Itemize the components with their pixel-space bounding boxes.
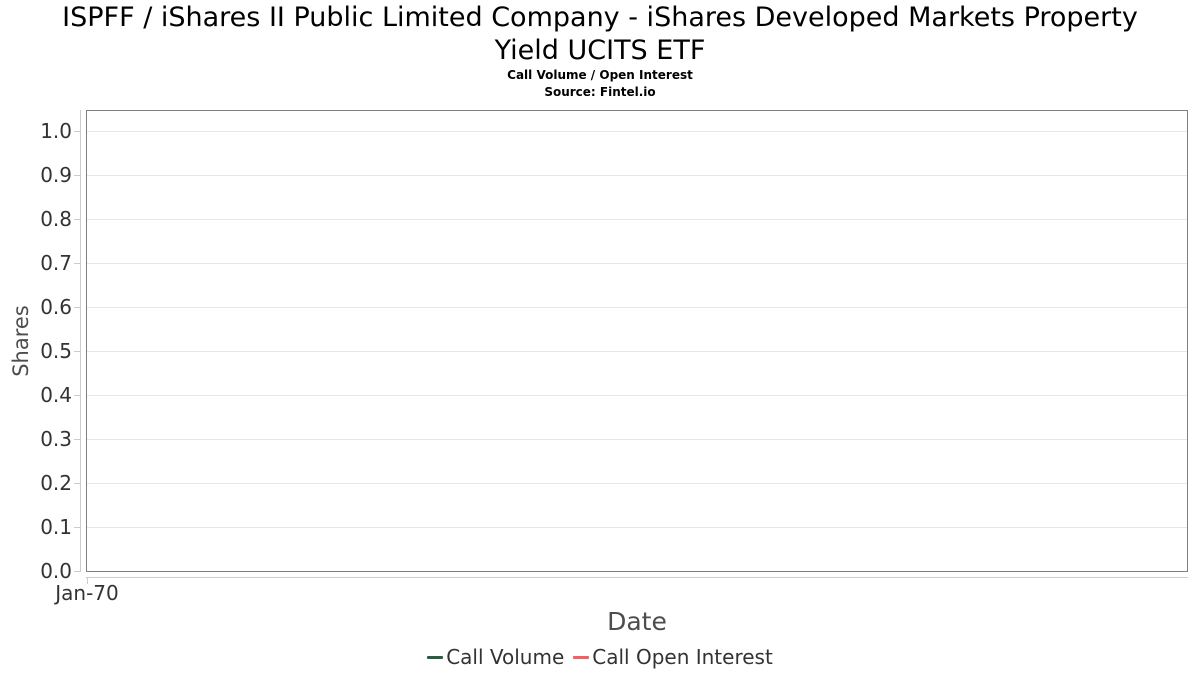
legend: Call Volume Call Open Interest xyxy=(0,645,1200,669)
y-tick-label: 0.8 xyxy=(40,207,72,231)
y-tick-label: 0.2 xyxy=(40,471,72,495)
chart-subtitle: Call Volume / Open Interest xyxy=(507,68,693,82)
y-tick xyxy=(74,527,80,528)
gridline xyxy=(87,351,1187,352)
y-axis-line xyxy=(80,110,81,572)
gridline xyxy=(87,395,1187,396)
legend-item-label: Call Open Interest xyxy=(592,645,773,669)
y-tick xyxy=(74,307,80,308)
chart-title: Yield UCITS ETF xyxy=(494,35,706,66)
gridline xyxy=(87,307,1187,308)
y-tick xyxy=(74,175,80,176)
y-tick-label: 0.6 xyxy=(40,295,72,319)
gridline xyxy=(87,175,1187,176)
gridline xyxy=(87,263,1187,264)
y-tick xyxy=(74,571,80,572)
y-tick xyxy=(74,263,80,264)
y-tick xyxy=(74,131,80,132)
gridline xyxy=(87,527,1187,528)
legend-item-call-open-interest[interactable]: Call Open Interest xyxy=(573,645,773,669)
x-axis-line xyxy=(86,577,1188,578)
legend-marker xyxy=(573,655,590,659)
chart-title: ISPFF / iShares II Public Limited Compan… xyxy=(62,2,1138,33)
y-tick-label: 0.4 xyxy=(40,383,72,407)
y-tick xyxy=(74,483,80,484)
y-tick-label: 0.7 xyxy=(40,251,72,275)
legend-item-label: Call Volume xyxy=(446,645,565,669)
y-tick-label: 0.0 xyxy=(40,559,72,583)
plot-area xyxy=(86,110,1188,572)
x-tick-label: Jan-70 xyxy=(55,581,119,605)
y-tick xyxy=(74,439,80,440)
chart-source: Source: Fintel.io xyxy=(544,85,656,99)
legend-marker xyxy=(427,655,444,659)
x-tick xyxy=(87,578,88,584)
y-tick xyxy=(74,219,80,220)
y-tick xyxy=(74,351,80,352)
gridline xyxy=(87,483,1187,484)
y-tick-label: 0.9 xyxy=(40,163,72,187)
gridline xyxy=(87,131,1187,132)
gridline xyxy=(87,219,1187,220)
legend-item-call-volume[interactable]: Call Volume xyxy=(427,645,564,669)
x-axis-title: Date xyxy=(607,607,667,636)
gridline xyxy=(87,571,1187,572)
y-tick-label: 0.1 xyxy=(40,515,72,539)
y-tick-label: 0.5 xyxy=(40,339,72,363)
y-tick xyxy=(74,395,80,396)
gridline xyxy=(87,439,1187,440)
y-tick-label: 0.3 xyxy=(40,427,72,451)
y-tick-label: 1.0 xyxy=(40,119,72,143)
